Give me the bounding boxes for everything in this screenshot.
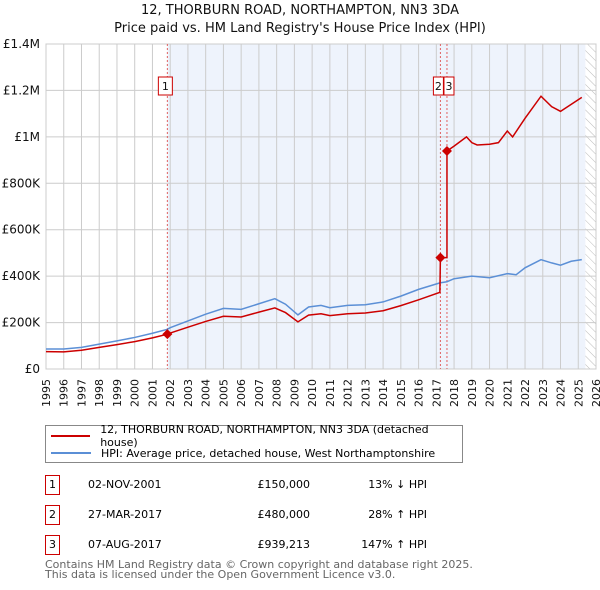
x-tick-label: 2021 [501, 379, 514, 407]
forecast-hatch [585, 44, 596, 369]
x-tick-label: 2001 [146, 379, 159, 407]
plot-area: 1995 1996 1997 1998 1999 2000 2001 2002 2003 2004… [2, 37, 600, 407]
legend-item-hpi: HPI: Average price, detached house, West… [46, 445, 435, 461]
footer-line: Contains HM Land Registry data © Crown c… [45, 558, 473, 571]
sale-point [435, 252, 446, 263]
legend-label: HPI: Average price, detached house, West… [101, 446, 436, 460]
chart-subtitle: Price paid vs. HM Land Registry's House … [114, 21, 486, 36]
sale-hpi-diff: 147% ↑ HPI [361, 538, 427, 551]
x-tick-label: 2006 [235, 379, 248, 407]
legend: 12, THORBURN ROAD, NORTHAMPTON, NN3 3DA … [45, 423, 463, 463]
x-tick-label: 2025 [572, 379, 585, 407]
x-tick-label: 2011 [324, 379, 337, 407]
sale-label-box [432, 76, 444, 96]
sale-row: 1 02-NOV-2001 £150,000 13% ↓ HPI [45, 475, 465, 495]
x-tick-label: 2017 [430, 379, 443, 407]
x-tick-label: 2014 [377, 379, 390, 407]
y-tick-label: £400K [2, 269, 42, 283]
y-tick-label: £0 [25, 362, 40, 376]
sale-number: 2 [45, 505, 60, 525]
sale-point [162, 329, 173, 340]
sale-label: 1 [162, 80, 169, 93]
x-tick-label: 2018 [448, 379, 461, 407]
x-tick-label: 2013 [359, 379, 372, 407]
x-tick-label: 2016 [413, 379, 426, 407]
sale-label-box [157, 76, 173, 96]
sale-hpi-diff: 28% ↑ HPI [368, 508, 427, 521]
footer: Contains HM Land Registry data © Crown c… [45, 558, 473, 581]
x-tick-label: 1999 [111, 379, 124, 407]
x-tick-label: 2007 [253, 379, 266, 407]
legend-item-property: 12, THORBURN ROAD, NORTHAMPTON, NN3 3DA … [46, 423, 462, 449]
sale-date: 02-NOV-2001 [88, 478, 162, 491]
x-tick-label: 2024 [555, 379, 568, 407]
y-tick-label: £1.2M [3, 83, 40, 97]
footer-line: This data is licensed under the Open Gov… [45, 568, 396, 581]
sale-row: 2 27-MAR-2017 £480,000 28% ↑ HPI [45, 505, 465, 525]
x-tick-label: 2023 [537, 379, 550, 407]
x-tick-label: 2015 [395, 379, 408, 407]
sale-label-box [443, 76, 455, 96]
x-tick-label: 1995 [40, 379, 53, 407]
x-tick-label: 2009 [288, 379, 301, 407]
sale-date: 07-AUG-2017 [88, 538, 162, 551]
legend-swatch [51, 452, 91, 454]
legend-swatch [51, 435, 91, 437]
x-tick-label: 2019 [466, 379, 479, 407]
sale-price: £480,000 [257, 508, 311, 521]
y-tick-label: £800K [2, 176, 42, 190]
sale-date: 27-MAR-2017 [88, 508, 163, 521]
y-tick-label: £1M [14, 130, 40, 144]
x-tick-label: 1998 [93, 379, 106, 407]
x-tick-label: 2002 [164, 379, 177, 407]
x-tick-label: 2026 [590, 379, 600, 407]
x-tick-label: 2020 [484, 379, 497, 407]
sale-label: 3 [445, 80, 452, 93]
x-tick-label: 2005 [217, 379, 230, 407]
x-tick-label: 1996 [58, 379, 71, 407]
x-tick-label: 1997 [75, 379, 88, 407]
sale-point [441, 145, 452, 156]
x-tick-label: 2010 [306, 379, 319, 407]
plot-border [45, 43, 597, 370]
sale-period-shading [167, 44, 586, 369]
x-tick-label: 2003 [182, 379, 195, 407]
legend-label: 12, THORBURN ROAD, NORTHAMPTON, NN3 3DA … [100, 423, 429, 449]
x-tick-label: 2012 [342, 379, 355, 407]
sale-label: 2 [435, 80, 442, 93]
sale-number: 3 [45, 535, 60, 555]
sale-row: 3 07-AUG-2017 £939,213 147% ↑ HPI [45, 535, 465, 555]
x-tick-label: 2000 [129, 379, 142, 407]
sale-number: 1 [45, 475, 60, 495]
x-tick-label: 2008 [271, 379, 284, 407]
y-tick-label: £600K [2, 223, 42, 237]
y-tick-label: £200K [2, 316, 42, 330]
chart-title: 12, THORBURN ROAD, NORTHAMPTON, NN3 3DA [141, 3, 459, 18]
sale-price: £150,000 [257, 478, 311, 491]
sale-hpi-diff: 13% ↓ HPI [368, 478, 427, 491]
x-tick-label: 2022 [519, 379, 532, 407]
x-tick-label: 2004 [200, 379, 213, 407]
sale-price: £939,213 [257, 538, 311, 551]
hpi-line [46, 258, 582, 350]
y-tick-label: £1.4M [3, 37, 40, 51]
